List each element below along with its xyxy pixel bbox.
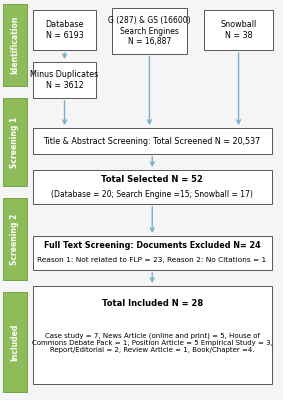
FancyBboxPatch shape xyxy=(33,170,272,204)
Text: Reason 1: Not related to FLP = 23, Reason 2: No Citations = 1: Reason 1: Not related to FLP = 23, Reaso… xyxy=(37,258,267,264)
Text: Screening 1: Screening 1 xyxy=(10,116,19,168)
Text: Minus Duplicates
N = 3612: Minus Duplicates N = 3612 xyxy=(30,70,98,90)
Text: Total Selected N = 52: Total Selected N = 52 xyxy=(101,175,203,184)
FancyBboxPatch shape xyxy=(33,236,272,270)
Text: Total Included N = 28: Total Included N = 28 xyxy=(102,299,203,308)
Text: G (287) & GS (16600)
Search Engines
N = 16,887: G (287) & GS (16600) Search Engines N = … xyxy=(108,16,190,46)
Text: Title & Abstract Screening: Total Screened N = 20,537: Title & Abstract Screening: Total Screen… xyxy=(44,136,261,146)
FancyBboxPatch shape xyxy=(3,292,27,392)
Text: Database
N = 6193: Database N = 6193 xyxy=(45,20,84,40)
Text: Screening 2: Screening 2 xyxy=(10,213,19,265)
FancyBboxPatch shape xyxy=(33,128,272,154)
Text: Case study = 7, News Article (online and print) = 5, House of
Commons Debate Pac: Case study = 7, News Article (online and… xyxy=(32,332,273,353)
FancyBboxPatch shape xyxy=(3,198,27,280)
FancyBboxPatch shape xyxy=(112,8,187,54)
Text: Identification: Identification xyxy=(10,16,19,74)
FancyBboxPatch shape xyxy=(3,98,27,186)
FancyBboxPatch shape xyxy=(3,4,27,86)
Text: (Database = 20; Search Engine =15; Snowball = 17): (Database = 20; Search Engine =15; Snowb… xyxy=(51,190,253,199)
FancyBboxPatch shape xyxy=(33,286,272,384)
Text: Included: Included xyxy=(10,323,19,361)
Text: Full Text Screening: Documents Excluded N= 24: Full Text Screening: Documents Excluded … xyxy=(44,241,260,250)
Text: Snowball
N = 38: Snowball N = 38 xyxy=(220,20,257,40)
FancyBboxPatch shape xyxy=(33,10,96,50)
FancyBboxPatch shape xyxy=(33,62,96,98)
FancyBboxPatch shape xyxy=(204,10,273,50)
